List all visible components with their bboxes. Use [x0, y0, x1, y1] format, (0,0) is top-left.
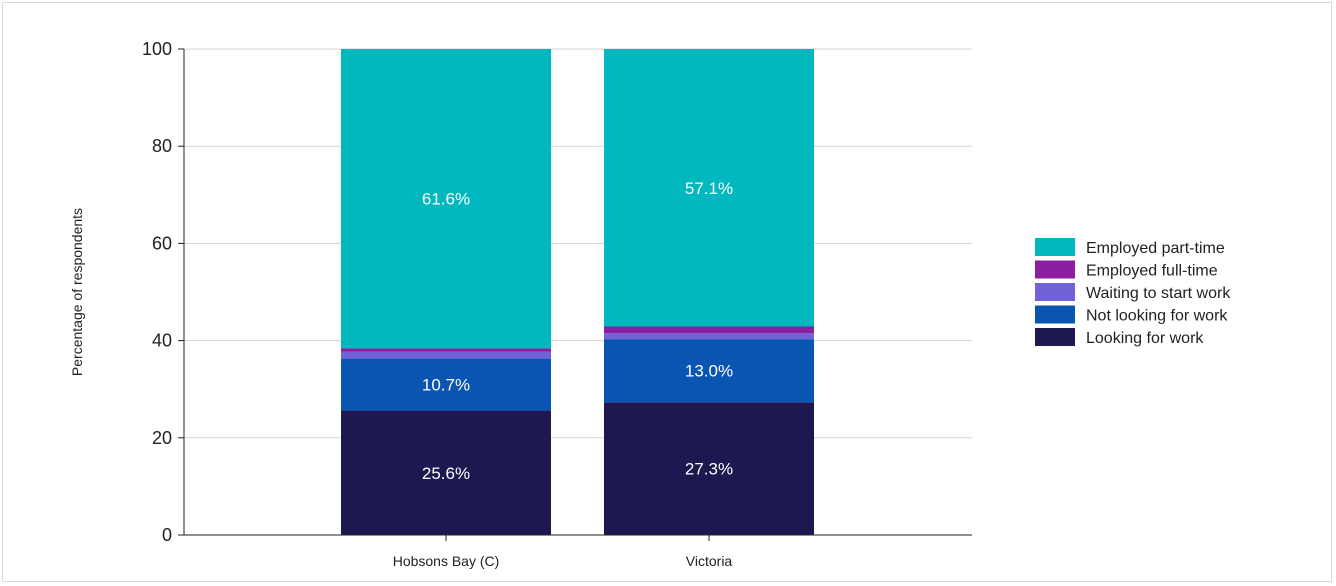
- y-tick-label: 100: [142, 39, 172, 59]
- x-tick-label: Hobsons Bay (C): [393, 553, 500, 569]
- bar-segment: [604, 49, 814, 327]
- y-tick-label: 40: [152, 331, 172, 351]
- y-tick-label: 0: [162, 525, 172, 545]
- data-label: 61.6%: [422, 190, 470, 209]
- data-label: 10.7%: [422, 376, 470, 395]
- gridlines: [184, 48, 972, 439]
- legend-swatch: [1035, 283, 1075, 301]
- bar-segment: [604, 326, 814, 334]
- data-label: 27.3%: [685, 460, 733, 479]
- data-label: 13.0%: [685, 362, 733, 381]
- y-tick-label: 80: [152, 136, 172, 156]
- y-axis-label: Percentage of respondents: [69, 208, 85, 376]
- bar-segment: [341, 410, 551, 535]
- axes: 0 20 40 60 80 100 Hobsons Bay (C) Victoria: [142, 39, 972, 569]
- bar-segment: [341, 348, 551, 352]
- x-tick-label: Victoria: [686, 553, 733, 569]
- bar-segment: [341, 358, 551, 411]
- legend-label: Waiting to start work: [1086, 285, 1231, 302]
- bar-segment: [604, 402, 814, 535]
- bar-segment: [341, 351, 551, 359]
- bar-segment: [604, 339, 814, 403]
- legend-swatch: [1035, 305, 1075, 324]
- legend-label: Employed full-time: [1086, 263, 1218, 280]
- bar-segment: [604, 333, 814, 340]
- data-label: 25.6%: [422, 464, 470, 483]
- data-labels: 25.6% 10.7% 61.6% 27.3% 13.0% 57.1%: [422, 179, 733, 483]
- legend-swatch: [1035, 238, 1075, 256]
- legend-label: Looking for work: [1086, 330, 1204, 347]
- legend-swatch: [1035, 260, 1075, 279]
- bar-segment: [341, 49, 551, 349]
- legend-swatch: [1035, 328, 1075, 346]
- legend-label: Employed part-time: [1086, 240, 1225, 257]
- data-label: 57.1%: [685, 179, 733, 198]
- bars: [341, 49, 814, 535]
- legend: Employed part-time Employed full-time Wait…: [1035, 238, 1231, 347]
- y-tick-label: 20: [152, 428, 172, 448]
- y-tick-label: 60: [152, 233, 172, 253]
- legend-label: Not looking for work: [1086, 308, 1228, 325]
